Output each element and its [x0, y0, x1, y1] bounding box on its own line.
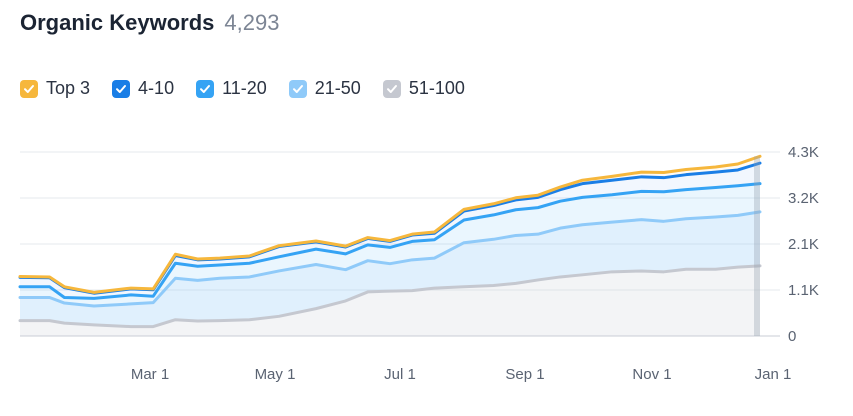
y-tick-label: 0: [788, 328, 796, 345]
legend-item-11-20[interactable]: 11-20: [196, 78, 267, 99]
legend-item-21-50[interactable]: 21-50: [288, 78, 361, 99]
x-tick-label: Nov 1: [632, 366, 671, 383]
current-period-marker: [754, 156, 760, 336]
x-tick-label: Jul 1: [384, 366, 416, 383]
y-tick-label: 1.1K: [788, 282, 819, 299]
series-line: [18, 182, 762, 300]
checkbox-icon[interactable]: [112, 79, 131, 98]
x-tick-label: Sep 1: [505, 366, 544, 383]
legend: Top 3 4-10 11-20 21-50 51-100: [20, 78, 465, 99]
series-line: [18, 154, 762, 294]
series-area: [20, 211, 760, 327]
legend-item-4-10[interactable]: 4-10: [112, 78, 174, 99]
y-tick-label: 4.3K: [788, 144, 819, 161]
x-tick-label: May 1: [255, 366, 296, 383]
x-tick-label: Jan 1: [755, 366, 792, 383]
series-line: [18, 264, 762, 329]
legend-label: Top 3: [46, 78, 91, 98]
legend-label: 4-10: [138, 78, 175, 98]
y-tick-label: 3.2K: [788, 190, 819, 207]
legend-item-51-100[interactable]: 51-100: [382, 78, 465, 99]
legend-label: 51-100: [408, 78, 465, 98]
series-line: [18, 210, 762, 308]
x-tick-label: Mar 1: [131, 366, 169, 383]
checkbox-icon[interactable]: [288, 79, 307, 98]
keyword-count: 4,293: [224, 10, 280, 35]
legend-item-top3[interactable]: Top 3: [20, 78, 90, 99]
legend-label: 21-50: [314, 78, 361, 98]
checkbox-icon[interactable]: [382, 79, 401, 98]
y-tick-label: 2.1K: [788, 236, 819, 253]
series-area: [20, 183, 760, 307]
title-row: Organic Keywords 4,293: [20, 10, 279, 38]
checkbox-icon[interactable]: [20, 79, 38, 98]
legend-label: 11-20: [222, 78, 267, 98]
widget-title: Organic Keywords: [20, 10, 215, 35]
checkbox-icon[interactable]: [196, 79, 215, 98]
series-area: [20, 265, 760, 336]
